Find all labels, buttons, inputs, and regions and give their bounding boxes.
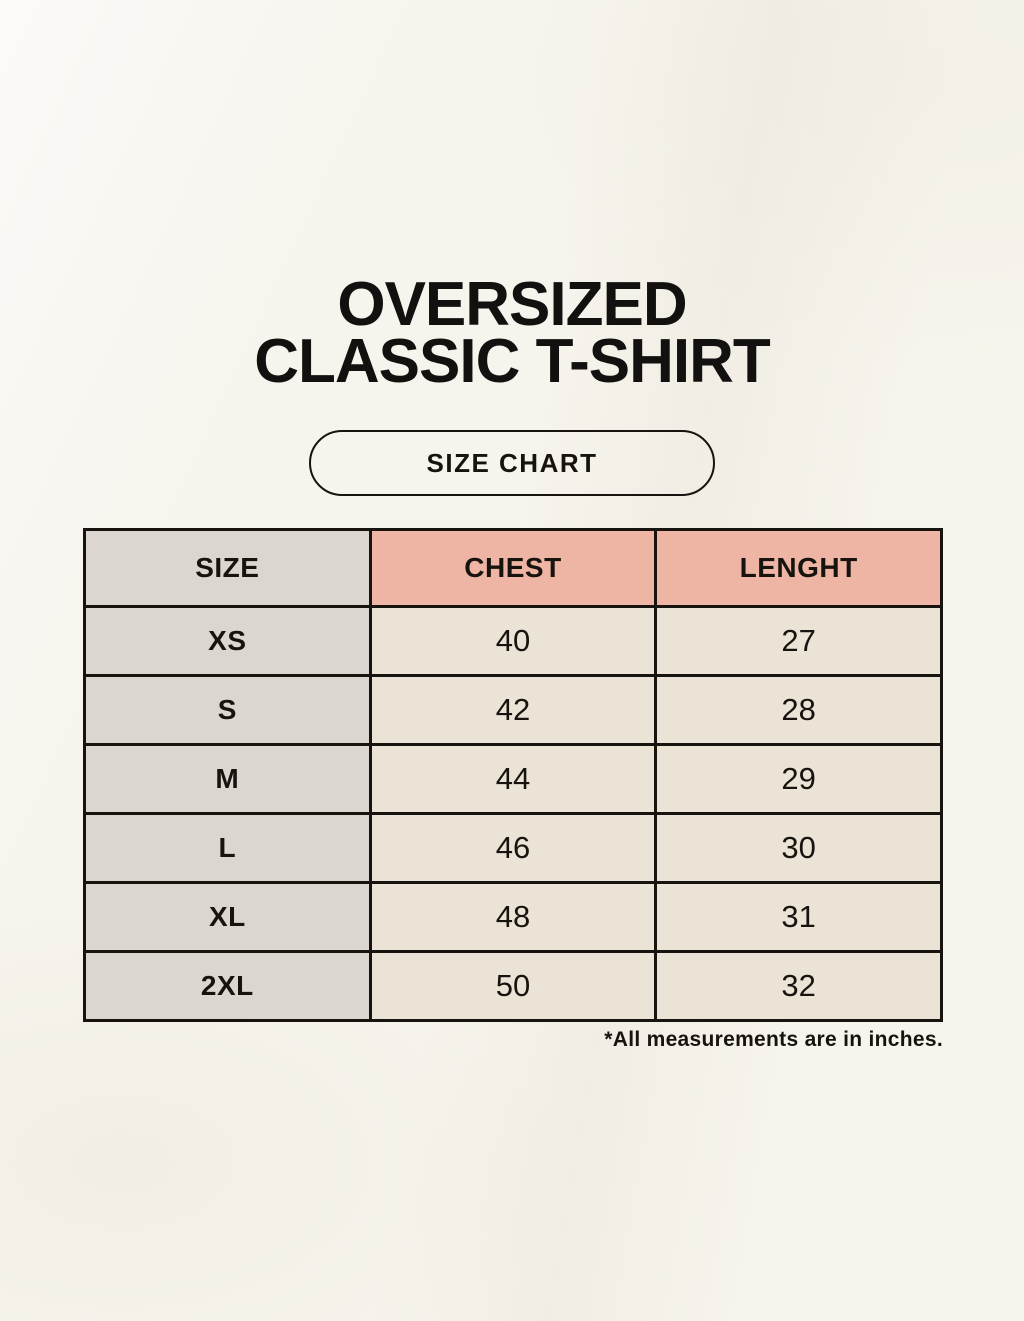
header-row: SIZE CHEST LENGHT [83, 528, 943, 608]
size-table-body: XS 40 27 S 42 28 M 44 29 L 46 30 XL 48 [83, 605, 943, 1022]
size-chart-badge-label: SIZE CHART [426, 447, 598, 478]
lenght-cell: 32 [654, 950, 943, 1022]
chest-cell: 46 [368, 812, 658, 884]
table-row: S 42 28 [83, 674, 943, 746]
size-chart-badge: SIZE CHART [309, 430, 715, 496]
page-title-line2: CLASSIC T-SHIRT [254, 327, 770, 396]
size-table-header: SIZE CHEST LENGHT [83, 528, 943, 608]
page-title-line1: OVERSIZED [337, 270, 687, 339]
lenght-cell: 28 [654, 674, 943, 746]
table-row: XS 40 27 [83, 605, 943, 677]
lenght-cell: 29 [654, 743, 943, 815]
table-row: L 46 30 [83, 812, 943, 884]
lenght-cell: 31 [654, 881, 943, 953]
size-cell: S [83, 674, 372, 746]
size-cell: XL [83, 881, 372, 953]
measurements-footnote: *All measurements are in inches. [604, 1028, 943, 1051]
lenght-cell: 27 [654, 605, 943, 677]
column-header-lenght: LENGHT [654, 528, 943, 608]
size-cell: M [83, 743, 372, 815]
size-table: SIZE CHEST LENGHT XS 40 27 S 42 28 M 44 … [83, 528, 943, 1022]
column-header-chest: CHEST [368, 528, 658, 608]
chest-cell: 50 [368, 950, 658, 1022]
table-row: M 44 29 [83, 743, 943, 815]
size-cell: 2XL [83, 950, 372, 1022]
table-row: 2XL 50 32 [83, 950, 943, 1022]
lenght-cell: 30 [654, 812, 943, 884]
chest-cell: 40 [368, 605, 658, 677]
table-row: XL 48 31 [83, 881, 943, 953]
page-title: OVERSIZED CLASSIC T-SHIRT [0, 270, 1024, 396]
chest-cell: 42 [368, 674, 658, 746]
column-header-size: SIZE [83, 528, 372, 608]
chest-cell: 48 [368, 881, 658, 953]
size-cell: XS [83, 605, 372, 677]
chest-cell: 44 [368, 743, 658, 815]
size-cell: L [83, 812, 372, 884]
